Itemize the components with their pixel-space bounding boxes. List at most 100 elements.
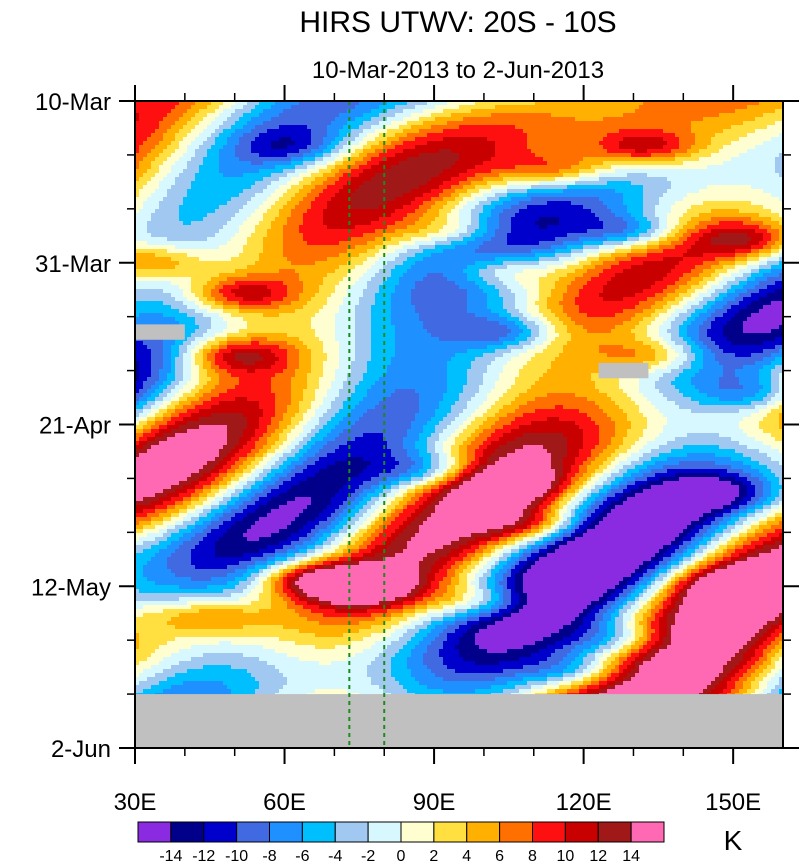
field-cell — [563, 185, 568, 190]
field-cell — [139, 105, 144, 110]
field-cell — [559, 189, 564, 194]
field-cell — [723, 169, 728, 174]
field-cell — [203, 129, 208, 134]
field-cell — [179, 161, 184, 166]
field-cell — [287, 201, 292, 206]
field-cell — [423, 189, 428, 194]
field-cell — [435, 141, 440, 146]
field-cell — [391, 205, 396, 210]
field-cell — [643, 121, 648, 126]
field-cell — [151, 197, 156, 202]
field-cell — [211, 105, 216, 110]
field-cell — [591, 205, 596, 210]
field-cell — [679, 133, 684, 138]
field-cell — [451, 137, 456, 142]
field-cell — [523, 193, 528, 198]
field-cell — [483, 193, 488, 198]
field-cell — [287, 137, 292, 142]
field-cell — [143, 185, 148, 190]
field-cell — [763, 201, 768, 206]
field-cell — [163, 197, 168, 202]
field-cell — [535, 133, 540, 138]
field-cell — [399, 189, 404, 194]
field-cell — [683, 141, 688, 146]
field-cell — [191, 105, 196, 110]
field-cell — [415, 153, 420, 158]
field-cell — [187, 189, 192, 194]
field-cell — [543, 141, 548, 146]
field-cell — [487, 129, 492, 134]
field-cell — [723, 105, 728, 110]
field-cell — [331, 117, 336, 122]
field-cell — [715, 165, 720, 170]
field-cell — [183, 121, 188, 126]
field-cell — [555, 113, 560, 118]
field-cell — [379, 153, 384, 158]
field-cell — [211, 141, 216, 146]
field-cell — [455, 105, 460, 110]
field-cell — [215, 113, 220, 118]
field-cell — [699, 161, 704, 166]
field-cell — [495, 205, 500, 210]
field-cell — [143, 117, 148, 122]
field-cell — [539, 177, 544, 182]
field-cell — [667, 189, 672, 194]
field-cell — [651, 157, 656, 162]
field-cell — [543, 149, 548, 154]
field-cell — [147, 109, 152, 114]
field-cell — [271, 129, 276, 134]
field-cell — [399, 105, 404, 110]
field-cell — [435, 133, 440, 138]
field-cell — [255, 149, 260, 154]
field-cell — [763, 169, 768, 174]
field-cell — [395, 201, 400, 206]
field-cell — [495, 157, 500, 162]
field-cell — [287, 161, 292, 166]
field-cell — [607, 153, 612, 158]
field-cell — [735, 109, 740, 114]
field-cell — [295, 177, 300, 182]
field-cell — [411, 181, 416, 186]
field-cell — [763, 185, 768, 190]
field-cell — [635, 125, 640, 130]
field-cell — [507, 105, 512, 110]
field-cell — [703, 113, 708, 118]
field-cell — [247, 137, 252, 142]
field-cell — [759, 121, 764, 126]
field-cell — [351, 129, 356, 134]
field-cell — [167, 113, 172, 118]
field-cell — [539, 105, 544, 110]
field-cell — [451, 153, 456, 158]
field-cell — [447, 169, 452, 174]
field-cell — [311, 173, 316, 178]
field-cell — [591, 105, 596, 110]
field-cell — [467, 189, 472, 194]
field-cell — [599, 105, 604, 110]
field-cell — [263, 205, 268, 210]
field-cell — [655, 177, 660, 182]
field-cell — [395, 105, 400, 110]
field-cell — [751, 157, 756, 162]
field-cell — [283, 205, 288, 210]
field-cell — [355, 173, 360, 178]
field-cell — [519, 141, 524, 146]
field-cell — [431, 169, 436, 174]
field-cell — [247, 185, 252, 190]
field-cell — [403, 181, 408, 186]
field-cell — [663, 117, 668, 122]
field-cell — [399, 157, 404, 162]
field-cell — [531, 141, 536, 146]
field-cell — [171, 177, 176, 182]
field-cell — [631, 113, 636, 118]
field-cell — [139, 193, 144, 198]
field-cell — [483, 125, 488, 130]
field-cell — [575, 201, 580, 206]
field-cell — [143, 189, 148, 194]
field-cell — [163, 189, 168, 194]
field-cell — [247, 141, 252, 146]
field-cell — [287, 189, 292, 194]
field-cell — [535, 145, 540, 150]
field-cell — [291, 141, 296, 146]
field-cell — [667, 165, 672, 170]
field-cell — [743, 141, 748, 146]
